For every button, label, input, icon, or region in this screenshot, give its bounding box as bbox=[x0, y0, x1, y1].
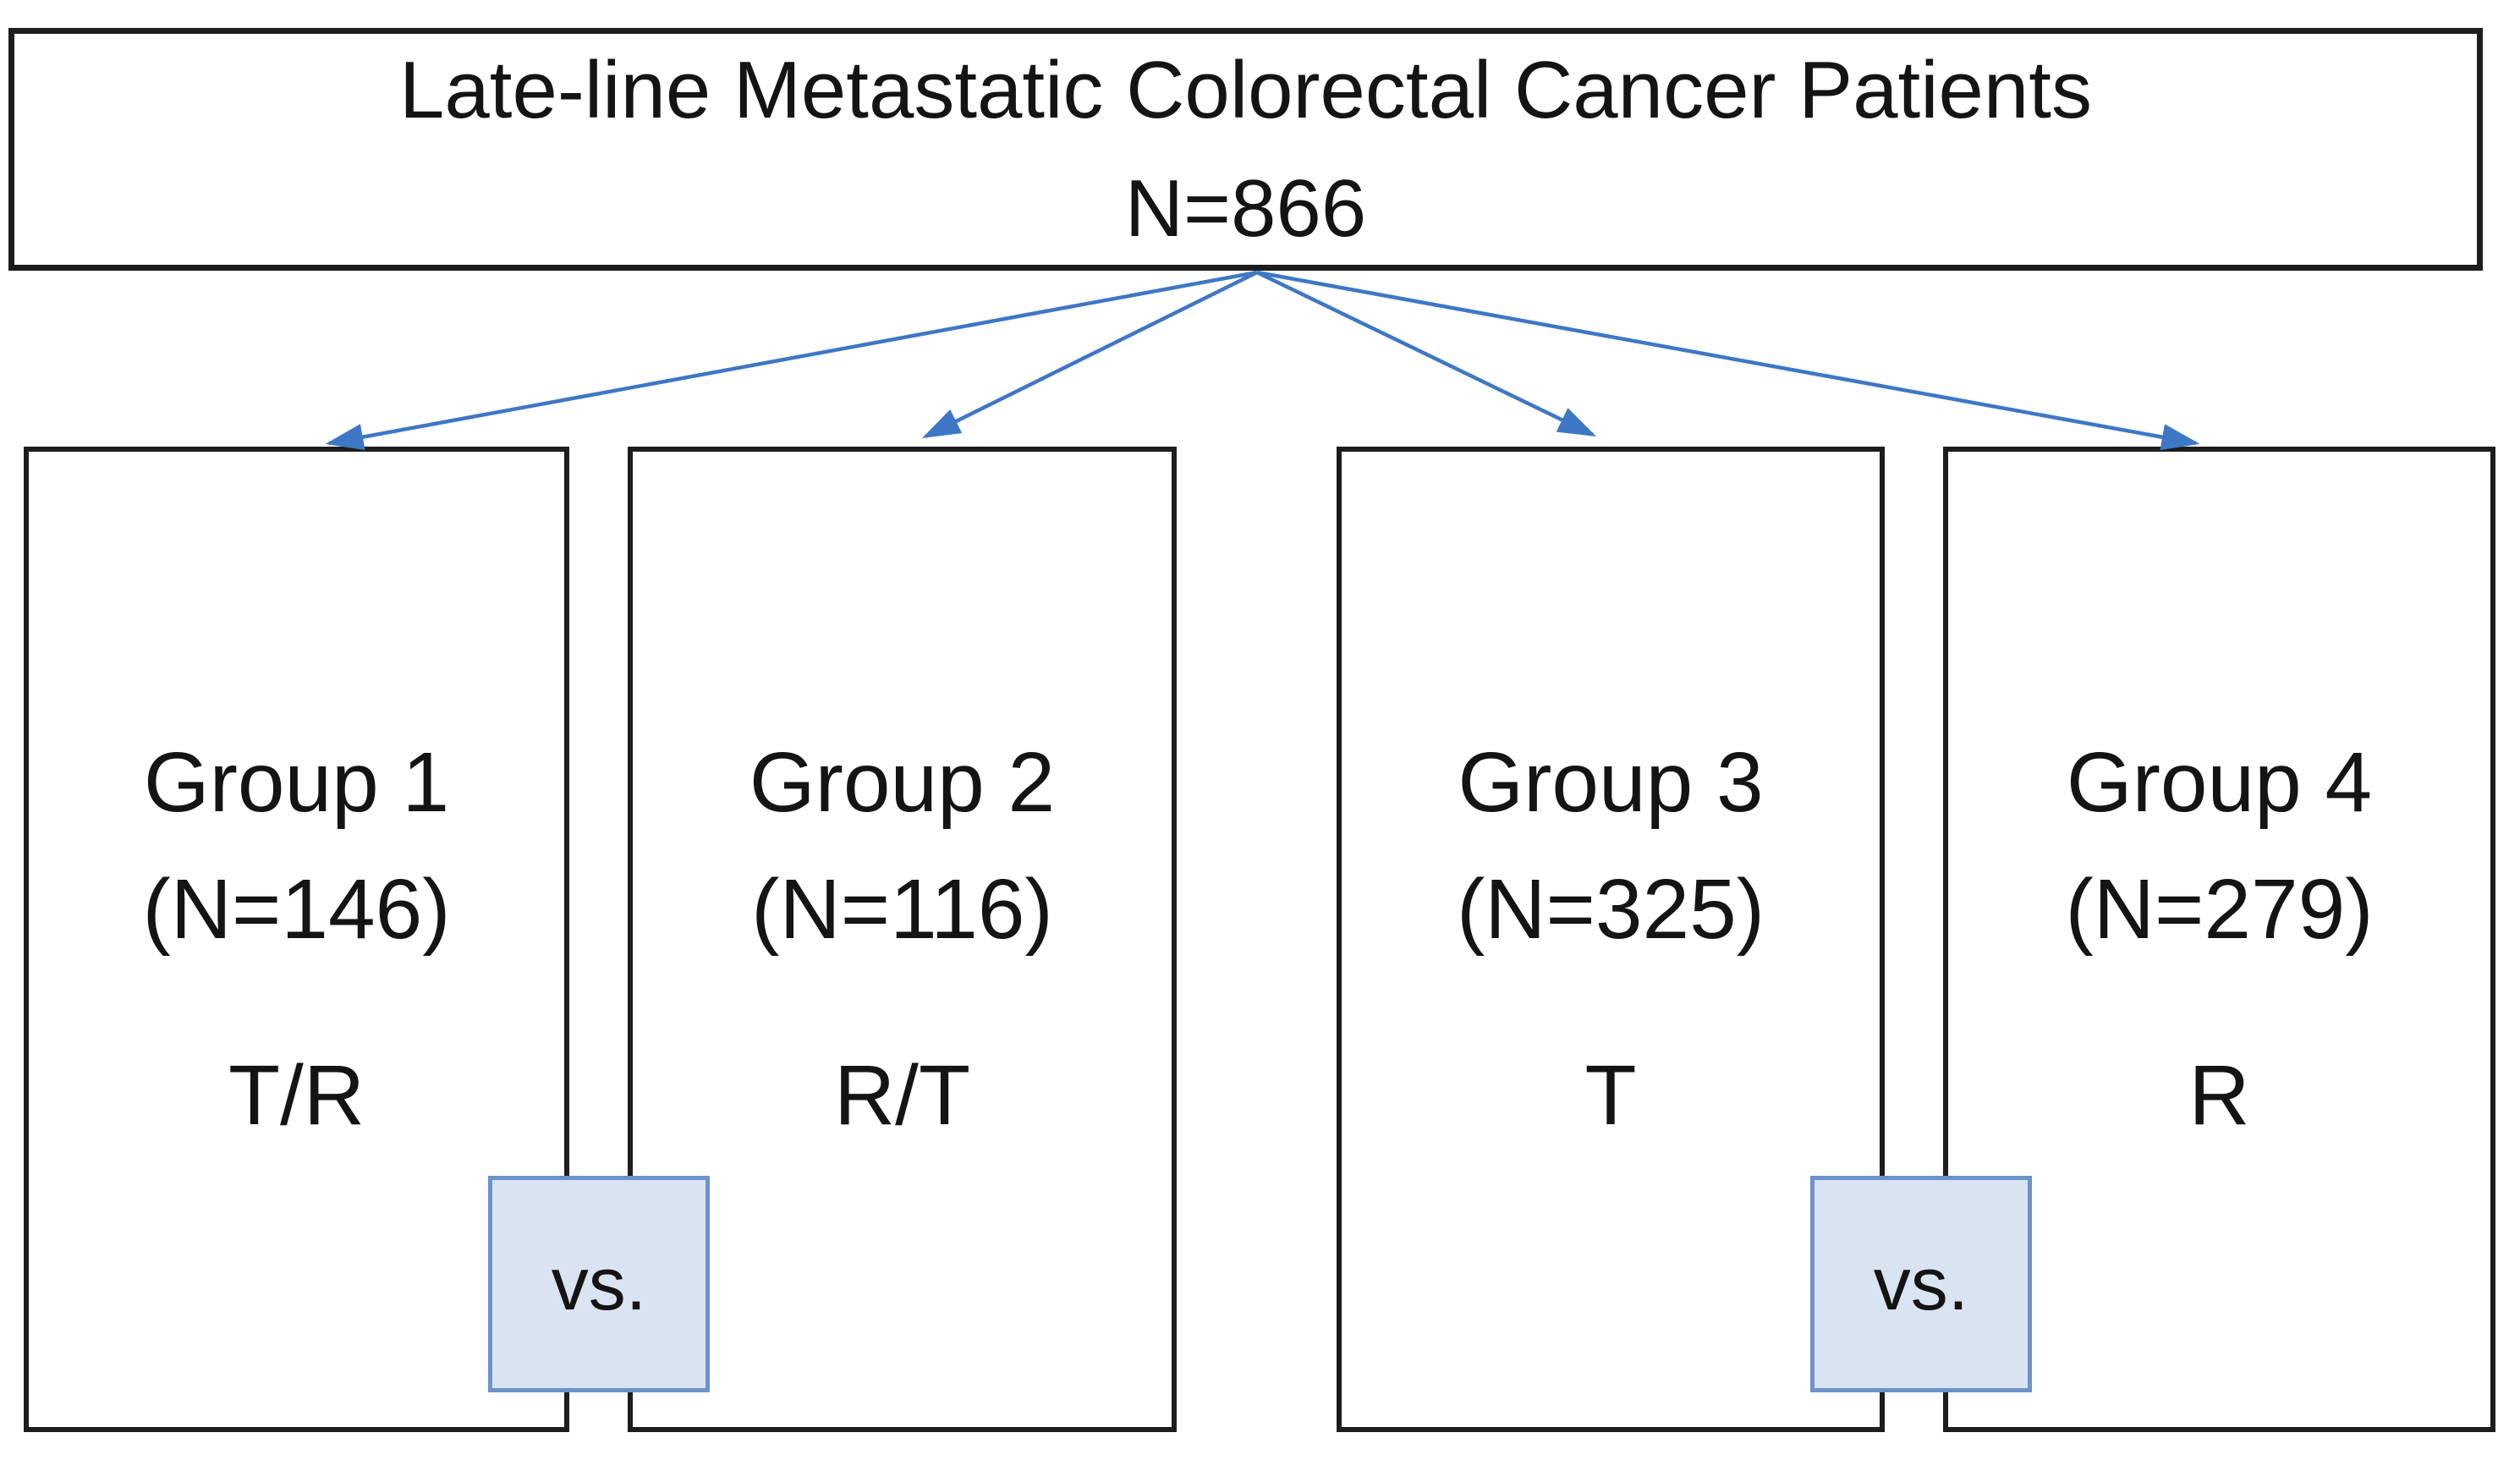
group-4-count: (N=279) bbox=[2065, 862, 2374, 957]
root-population-count: N=866 bbox=[1124, 162, 1367, 254]
group-2-box: Group 2 (N=116) R/T bbox=[628, 447, 1177, 1432]
arrow-to-group-1 bbox=[325, 270, 1258, 451]
group-1-treatment: T/R bbox=[228, 1048, 365, 1143]
group-3-count: (N=325) bbox=[1456, 862, 1765, 957]
group-3-box: Group 3 (N=325) T bbox=[1337, 447, 1885, 1432]
root-population-box: Late-line Metastatic Colorectal Cancer P… bbox=[8, 28, 2483, 271]
group-4-name: Group 4 bbox=[2066, 735, 2373, 830]
group-1-box: Group 1 (N=146) T/R bbox=[24, 447, 569, 1432]
group-2-name: Group 2 bbox=[749, 735, 1056, 830]
arrow-to-group-3 bbox=[1256, 270, 1597, 437]
group-2-treatment: R/T bbox=[833, 1048, 971, 1143]
arrow-to-group-4 bbox=[1256, 270, 2200, 451]
group-4-treatment: R bbox=[2188, 1048, 2250, 1143]
vs-box-groups-3-4: vs. bbox=[1810, 1176, 2032, 1392]
root-population-title: Late-line Metastatic Colorectal Cancer P… bbox=[399, 44, 2092, 135]
group-3-name: Group 3 bbox=[1458, 735, 1764, 830]
group-2-count: (N=116) bbox=[751, 862, 1053, 957]
group-1-name: Group 1 bbox=[143, 735, 450, 830]
vs-label-1: vs. bbox=[551, 1242, 647, 1326]
group-1-count: (N=146) bbox=[142, 862, 451, 957]
vs-box-groups-1-2: vs. bbox=[488, 1176, 710, 1392]
group-4-box: Group 4 (N=279) R bbox=[1943, 447, 2495, 1432]
group-3-treatment: T bbox=[1584, 1048, 1637, 1143]
arrow-to-group-2 bbox=[921, 270, 1258, 439]
vs-label-2: vs. bbox=[1873, 1242, 1969, 1326]
